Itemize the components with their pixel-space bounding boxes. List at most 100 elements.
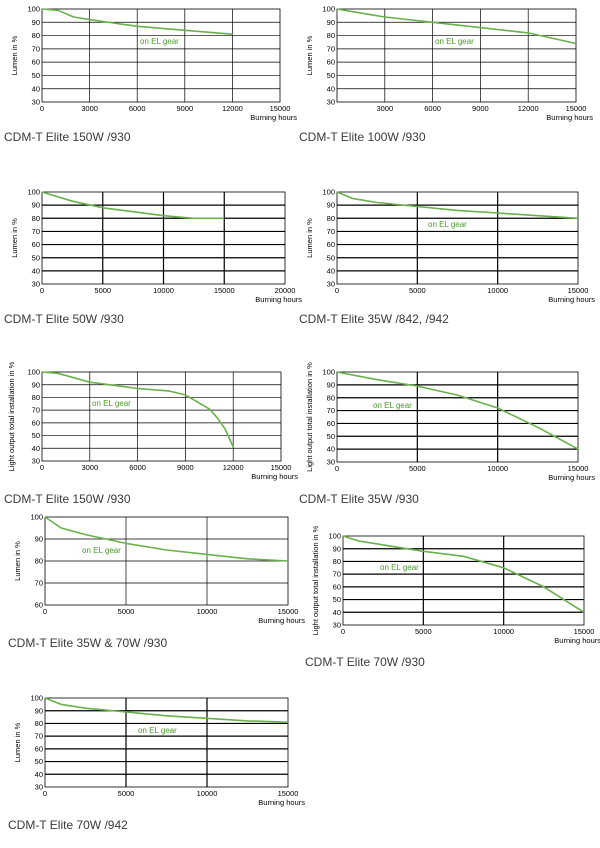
y-axis-label: Lumen in % (10, 218, 19, 258)
x-tick-label: 3000 (81, 463, 98, 472)
y-tick-label: 60 (327, 240, 335, 249)
y-tick-label: 30 (327, 98, 335, 107)
x-tick-label: 15000 (278, 789, 299, 798)
x-axis-label: Burning hours (546, 113, 593, 122)
x-tick-label: 0 (335, 464, 339, 473)
x-tick-label: 5000 (118, 789, 135, 798)
y-tick-label: 50 (32, 71, 40, 80)
y-axis-label: Lumen in % (13, 541, 22, 581)
x-tick-label: 20000 (275, 286, 296, 295)
x-axis-label: Burning hours (554, 636, 600, 645)
y-tick-label: 90 (327, 18, 335, 27)
y-tick-label: 80 (35, 719, 43, 728)
y-axis-label: Light output total installation in % (311, 525, 320, 635)
annotation-label: on EL gear (92, 399, 131, 408)
y-tick-label: 30 (333, 621, 341, 630)
x-tick-label: 0 (335, 286, 339, 295)
chart-caption: CDM-T Elite 150W /930 (4, 492, 131, 506)
annotation-label: on EL gear (373, 401, 412, 410)
y-axis-label: Light output total installation in % (7, 361, 16, 471)
y-tick-label: 100 (328, 532, 341, 541)
y-tick-label: 90 (35, 535, 43, 544)
x-axis-label: Burning hours (255, 295, 302, 304)
annotation-label: on EL gear (380, 563, 419, 572)
y-tick-label: 50 (333, 595, 341, 604)
y-tick-label: 100 (30, 694, 43, 703)
series-line (41, 8, 233, 35)
y-axis-label: Lumen in % (305, 218, 314, 258)
x-tick-label: 10000 (197, 607, 218, 616)
x-tick-label: 12000 (222, 104, 243, 113)
x-tick-label: 0 (43, 607, 47, 616)
y-tick-label: 100 (27, 368, 40, 377)
x-axis-label: Burning hours (250, 113, 297, 122)
x-tick-label: 0 (40, 104, 44, 113)
y-tick-label: 60 (327, 58, 335, 67)
y-tick-label: 50 (32, 431, 40, 440)
plot-frame (336, 191, 579, 285)
y-tick-label: 50 (32, 253, 40, 262)
y-tick-label: 70 (327, 227, 335, 236)
series-line (336, 8, 577, 45)
x-axis-label: Burning hours (251, 472, 298, 481)
y-tick-label: 40 (35, 770, 43, 779)
y-tick-label: 40 (327, 266, 335, 275)
y-tick-label: 90 (35, 706, 43, 715)
y-tick-label: 60 (333, 582, 341, 591)
y-tick-label: 30 (35, 783, 43, 792)
chart-caption: CDM-T Elite 35W & 70W /930 (8, 636, 168, 650)
y-tick-label: 30 (327, 280, 335, 289)
y-tick-label: 70 (35, 579, 43, 588)
x-axis-label: Burning hours (548, 473, 595, 482)
plot-frame (336, 8, 577, 103)
y-tick-label: 90 (32, 380, 40, 389)
x-tick-label: 0 (341, 627, 345, 636)
x-tick-label: 10000 (197, 789, 218, 798)
x-tick-label: 5000 (118, 607, 135, 616)
x-tick-label: 9000 (177, 463, 194, 472)
y-tick-label: 30 (32, 457, 40, 466)
y-tick-label: 40 (32, 444, 40, 453)
y-tick-label: 70 (32, 227, 40, 236)
series-line (336, 191, 579, 220)
y-tick-label: 100 (322, 368, 335, 377)
annotation-label: on EL gear (428, 220, 467, 229)
y-tick-label: 30 (32, 280, 40, 289)
annotation-label: on EL gear (435, 37, 474, 46)
y-tick-label: 90 (32, 201, 40, 210)
series-line (44, 697, 289, 723)
chart-caption: CDM-T Elite 50W /930 (4, 312, 124, 326)
series-line (336, 371, 579, 450)
y-axis-label: Lumen in % (10, 35, 19, 75)
x-tick-label: 12000 (223, 463, 244, 472)
annotation-label: on EL gear (138, 726, 177, 735)
y-tick-label: 80 (35, 557, 43, 566)
y-tick-label: 40 (327, 445, 335, 454)
y-tick-label: 60 (32, 240, 40, 249)
x-axis-label: Burning hours (258, 616, 305, 625)
annotation-label: on EL gear (140, 37, 179, 46)
x-tick-label: 5000 (94, 286, 111, 295)
y-tick-label: 40 (32, 84, 40, 93)
y-tick-label: 80 (32, 393, 40, 402)
y-tick-label: 100 (27, 5, 40, 14)
series-line (41, 191, 225, 220)
y-tick-label: 80 (327, 393, 335, 402)
x-tick-label: 10000 (153, 286, 174, 295)
x-tick-label: 5000 (415, 627, 432, 636)
x-tick-label: 6000 (129, 463, 146, 472)
y-tick-label: 90 (333, 544, 341, 553)
x-tick-label: 15000 (271, 463, 292, 472)
x-tick-label: 15000 (270, 104, 291, 113)
chart-caption: CDM-T Elite 35W /842, /942 (299, 312, 449, 326)
y-tick-label: 30 (327, 458, 335, 467)
x-tick-label: 5000 (409, 464, 426, 473)
y-tick-label: 70 (333, 570, 341, 579)
x-tick-label: 15000 (568, 286, 589, 295)
y-tick-label: 40 (32, 266, 40, 275)
y-tick-label: 80 (327, 31, 335, 40)
y-tick-label: 60 (35, 744, 43, 753)
y-tick-label: 100 (27, 188, 40, 197)
y-axis-label: Lumen in % (305, 35, 314, 75)
y-tick-label: 50 (327, 432, 335, 441)
